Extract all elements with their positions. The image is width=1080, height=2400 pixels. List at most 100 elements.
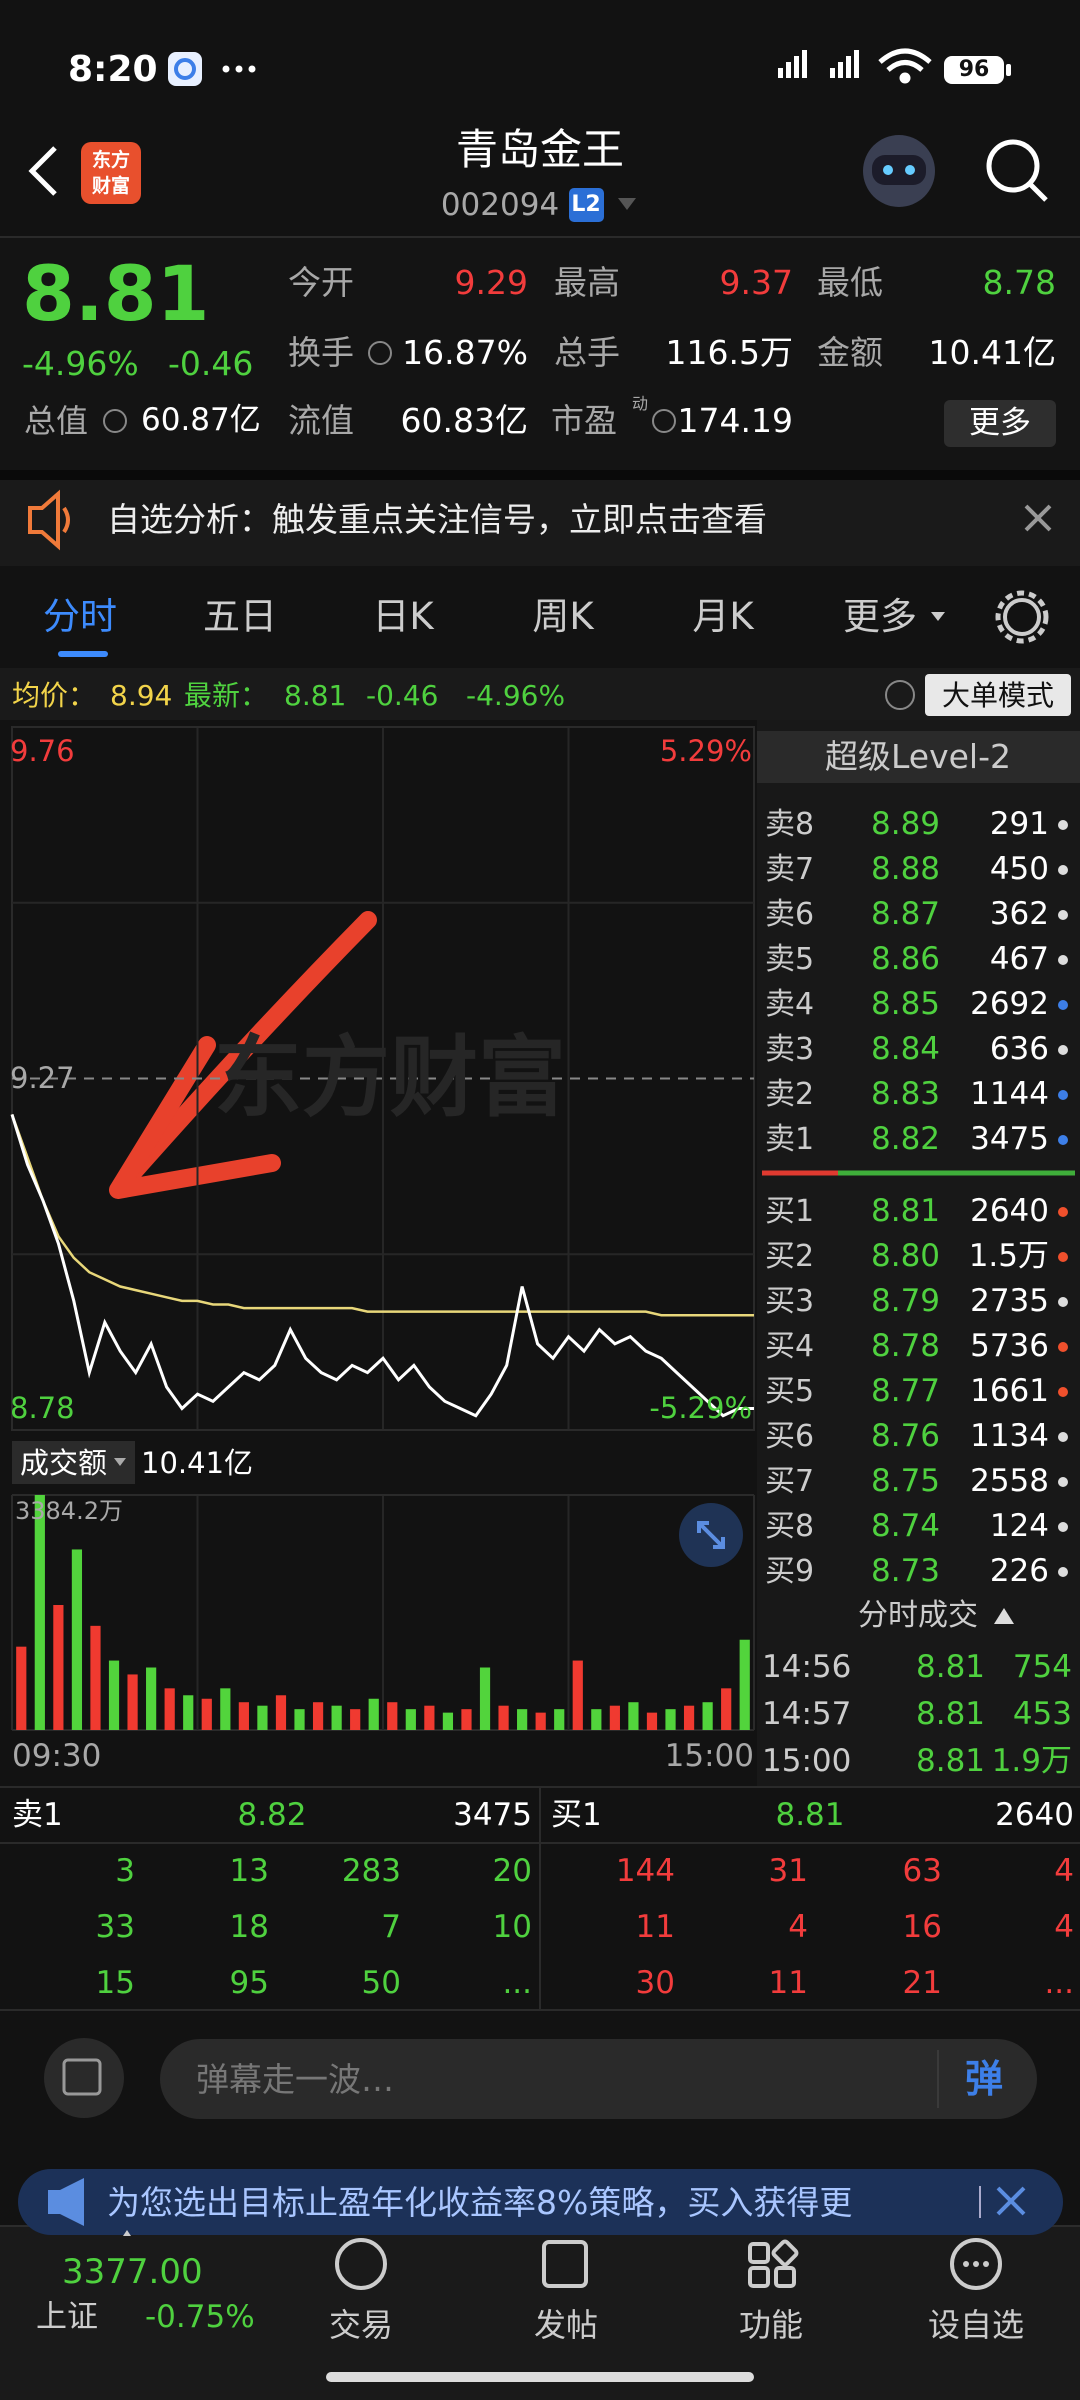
volume-bar: [442, 1712, 454, 1730]
book-label: 卖7: [765, 852, 815, 887]
dropdown[interactable]: [618, 198, 636, 210]
search-button[interactable]: [986, 139, 1040, 193]
book-label: 买9: [765, 1554, 815, 1589]
x-tick-label: 09:30: [12, 1738, 102, 1775]
volume-bar: [201, 1698, 212, 1730]
comment-icon: [62, 2058, 102, 2096]
tab[interactable]: 月K: [692, 594, 754, 638]
book-dot: [1058, 865, 1068, 875]
queue-order: 11: [635, 1909, 675, 1946]
avg-value: 8.94: [110, 679, 173, 713]
price-line: [10, 1113, 754, 1418]
tab[interactable]: 分时: [43, 594, 117, 638]
tab[interactable]: 五日: [203, 594, 277, 638]
mode-button-label[interactable]: 大单模式: [941, 679, 1055, 713]
assistant-visor: [872, 155, 926, 185]
notice-text[interactable]: 自选分析：触发重点关注信号，立即点击查看: [107, 500, 767, 540]
queue-order: 16: [902, 1909, 942, 1946]
stat-value: 60.87亿: [141, 402, 261, 439]
volume-bar: [350, 1709, 361, 1730]
sort-arrow: [994, 1608, 1014, 1624]
change: -0.46: [168, 344, 254, 384]
nav-item[interactable]: 设自选: [927, 2305, 1025, 2344]
mode-button[interactable]: [925, 674, 1071, 716]
book-dot: [1058, 1135, 1068, 1145]
volume-bar: [609, 1705, 620, 1730]
banner[interactable]: [18, 2169, 1063, 2235]
queue-order: 10: [492, 1909, 532, 1946]
comment-settings[interactable]: [44, 2038, 124, 2118]
queue-order: 7: [381, 1909, 401, 1946]
more-dots: [222, 65, 256, 73]
volume-bar: [665, 1709, 676, 1730]
stock-code: 002094: [440, 187, 560, 224]
book-volume: 5736: [970, 1328, 1049, 1365]
comment-input[interactable]: [160, 2039, 1037, 2119]
settings-button[interactable]: [1003, 598, 1041, 636]
tab[interactable]: 日K: [372, 594, 434, 638]
book-volume: 467: [989, 941, 1049, 978]
post-icon: [542, 2240, 588, 2288]
volume-bar: [368, 1698, 379, 1730]
tab[interactable]: 更多: [843, 594, 917, 638]
volume-bar: [628, 1702, 639, 1730]
back-button[interactable]: [28, 146, 57, 196]
last-value: 8.81: [284, 679, 347, 713]
help-icon[interactable]: [885, 680, 915, 710]
queue-order: 4: [1054, 1853, 1074, 1890]
book-label: 卖5: [765, 942, 815, 977]
book-price: 8.79: [871, 1283, 941, 1320]
tab[interactable]: 周K: [532, 594, 594, 638]
nav-item[interactable]: 发帖: [533, 2305, 599, 2344]
assistant-eye: [905, 165, 915, 175]
queue-order: 18: [229, 1909, 269, 1946]
volume-bar: [517, 1709, 528, 1730]
stat-label: 总手: [554, 333, 620, 373]
nav-item[interactable]: 功能: [738, 2305, 804, 2344]
volume-selector[interactable]: [12, 1441, 135, 1484]
stat-value: 9.37: [719, 263, 793, 303]
stat-value: 9.29: [454, 263, 528, 303]
volume-bar: [312, 1702, 324, 1730]
queue-order: ...: [502, 1965, 532, 2002]
book-price: 8.82: [871, 1121, 941, 1158]
book-price: 8.80: [871, 1238, 941, 1275]
stat-label: 金额: [817, 333, 883, 373]
close-button[interactable]: [1024, 504, 1052, 532]
more-button-label[interactable]: 更多: [969, 405, 1031, 442]
stat-value: 10.41亿: [928, 333, 1056, 373]
banner-close[interactable]: [996, 2186, 1026, 2216]
book-volume: 1144: [970, 1076, 1049, 1113]
y-tick-label: 9.76: [10, 733, 75, 768]
logo: [81, 142, 141, 204]
volume-label[interactable]: 成交额: [20, 1445, 108, 1480]
volume-bar: [646, 1712, 658, 1730]
nav-item[interactable]: 交易: [328, 2305, 394, 2344]
book-dot: [1058, 1342, 1068, 1352]
stat-value: 174.19: [677, 401, 793, 441]
book-label: 卖2: [765, 1077, 815, 1112]
book-label: 卖1: [765, 1122, 815, 1157]
volume-bar: [721, 1688, 732, 1730]
queue-price: 8.82: [237, 1797, 307, 1834]
trade-price: 8.81: [916, 1696, 986, 1733]
banner-text[interactable]: 为您选出目标止盈年化收益率8%策略，买入获得更: [107, 2183, 853, 2223]
book-price: 8.89: [871, 806, 941, 843]
volume-bar: [479, 1667, 491, 1730]
book-volume: 291: [989, 806, 1049, 843]
battery-level: 96: [958, 56, 990, 82]
more-button[interactable]: [944, 400, 1056, 447]
book-price: 8.81: [871, 1193, 941, 1230]
book-volume: 1134: [970, 1418, 1049, 1455]
volume-bar: [220, 1688, 231, 1730]
queue-order: 21: [902, 1965, 942, 2002]
book-price: 8.85: [871, 986, 941, 1023]
queue-order: 31: [768, 1853, 808, 1890]
volume-bar: [424, 1705, 435, 1730]
stat-value: 60.83亿: [400, 401, 528, 441]
index-value[interactable]: 3377.00: [62, 2251, 203, 2292]
book-dot: [1058, 1522, 1068, 1532]
book-volume: 2558: [970, 1463, 1049, 1500]
order-book-header: [757, 731, 1080, 783]
comment-button[interactable]: 弹: [964, 2057, 1004, 2102]
